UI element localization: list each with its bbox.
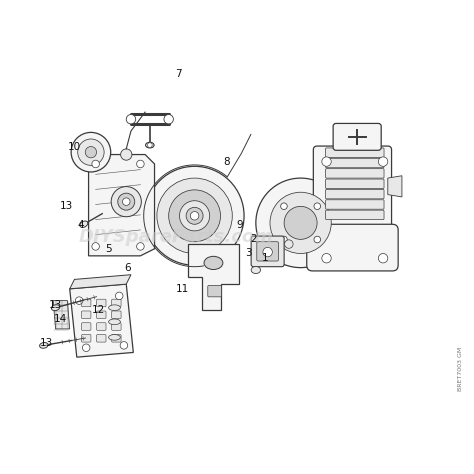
Circle shape <box>180 201 210 231</box>
FancyBboxPatch shape <box>82 311 91 319</box>
Text: 12: 12 <box>91 305 105 315</box>
Circle shape <box>82 344 90 352</box>
Ellipse shape <box>40 343 48 348</box>
Circle shape <box>120 149 132 160</box>
FancyBboxPatch shape <box>97 335 106 342</box>
FancyBboxPatch shape <box>326 169 384 178</box>
FancyBboxPatch shape <box>326 200 384 209</box>
Polygon shape <box>70 275 131 289</box>
Polygon shape <box>188 244 239 310</box>
Circle shape <box>145 166 244 265</box>
Circle shape <box>322 254 331 263</box>
Circle shape <box>118 193 135 210</box>
Ellipse shape <box>109 319 120 325</box>
Text: 1: 1 <box>262 253 269 263</box>
Text: 4: 4 <box>77 220 84 230</box>
Circle shape <box>147 143 152 147</box>
Circle shape <box>378 157 388 166</box>
FancyBboxPatch shape <box>112 335 121 342</box>
Text: 13: 13 <box>49 301 62 310</box>
Circle shape <box>256 178 346 268</box>
Circle shape <box>169 190 220 242</box>
Text: BRET7003 GM: BRET7003 GM <box>458 347 463 391</box>
Circle shape <box>71 132 111 172</box>
Ellipse shape <box>51 305 60 310</box>
FancyBboxPatch shape <box>326 148 384 157</box>
Circle shape <box>378 254 388 263</box>
Circle shape <box>314 236 320 243</box>
FancyBboxPatch shape <box>112 323 121 330</box>
Ellipse shape <box>109 305 120 310</box>
FancyBboxPatch shape <box>97 311 106 319</box>
FancyBboxPatch shape <box>82 323 91 330</box>
Text: 14: 14 <box>54 314 67 325</box>
Circle shape <box>116 292 123 300</box>
Circle shape <box>75 297 83 304</box>
Circle shape <box>263 247 273 257</box>
Polygon shape <box>70 284 133 357</box>
Text: 7: 7 <box>175 69 182 80</box>
Circle shape <box>284 240 293 248</box>
Circle shape <box>78 139 104 165</box>
Text: 10: 10 <box>68 143 81 153</box>
Circle shape <box>281 236 287 243</box>
Text: 9: 9 <box>236 220 243 230</box>
FancyBboxPatch shape <box>82 299 91 307</box>
Circle shape <box>284 206 317 239</box>
Text: 5: 5 <box>106 244 112 254</box>
FancyBboxPatch shape <box>326 190 384 199</box>
Circle shape <box>92 160 100 168</box>
FancyBboxPatch shape <box>112 311 121 319</box>
Circle shape <box>120 342 128 349</box>
Circle shape <box>85 146 97 158</box>
Ellipse shape <box>251 266 261 273</box>
Circle shape <box>191 211 199 220</box>
Text: 13: 13 <box>60 201 73 211</box>
Circle shape <box>186 207 203 224</box>
Circle shape <box>126 115 136 124</box>
FancyBboxPatch shape <box>313 146 392 243</box>
Circle shape <box>157 178 232 254</box>
FancyBboxPatch shape <box>208 285 221 297</box>
Text: DIYSpareParts.com: DIYSpareParts.com <box>78 228 273 246</box>
Text: 11: 11 <box>176 284 190 294</box>
Ellipse shape <box>146 142 154 148</box>
Text: 2: 2 <box>250 234 257 245</box>
Circle shape <box>164 115 173 124</box>
FancyBboxPatch shape <box>257 242 278 261</box>
FancyBboxPatch shape <box>82 335 91 342</box>
Text: 8: 8 <box>223 156 230 166</box>
FancyBboxPatch shape <box>97 299 106 307</box>
FancyBboxPatch shape <box>112 299 121 307</box>
FancyBboxPatch shape <box>97 323 106 330</box>
Circle shape <box>137 160 144 168</box>
Polygon shape <box>53 301 70 329</box>
Ellipse shape <box>80 221 88 228</box>
Circle shape <box>281 203 287 210</box>
FancyBboxPatch shape <box>326 158 384 168</box>
Circle shape <box>314 203 320 210</box>
FancyBboxPatch shape <box>307 224 398 271</box>
Circle shape <box>270 192 331 254</box>
Circle shape <box>322 157 331 166</box>
Text: 6: 6 <box>124 263 131 273</box>
Circle shape <box>122 198 130 205</box>
Text: 13: 13 <box>39 338 53 348</box>
Text: 3: 3 <box>246 248 252 258</box>
Circle shape <box>92 243 100 250</box>
FancyBboxPatch shape <box>251 236 284 267</box>
Polygon shape <box>89 155 155 256</box>
Circle shape <box>111 187 141 217</box>
Ellipse shape <box>109 335 120 340</box>
FancyBboxPatch shape <box>326 210 384 219</box>
Ellipse shape <box>204 256 223 270</box>
FancyBboxPatch shape <box>333 123 381 150</box>
Polygon shape <box>388 176 402 197</box>
Circle shape <box>137 243 144 250</box>
FancyBboxPatch shape <box>326 179 384 189</box>
